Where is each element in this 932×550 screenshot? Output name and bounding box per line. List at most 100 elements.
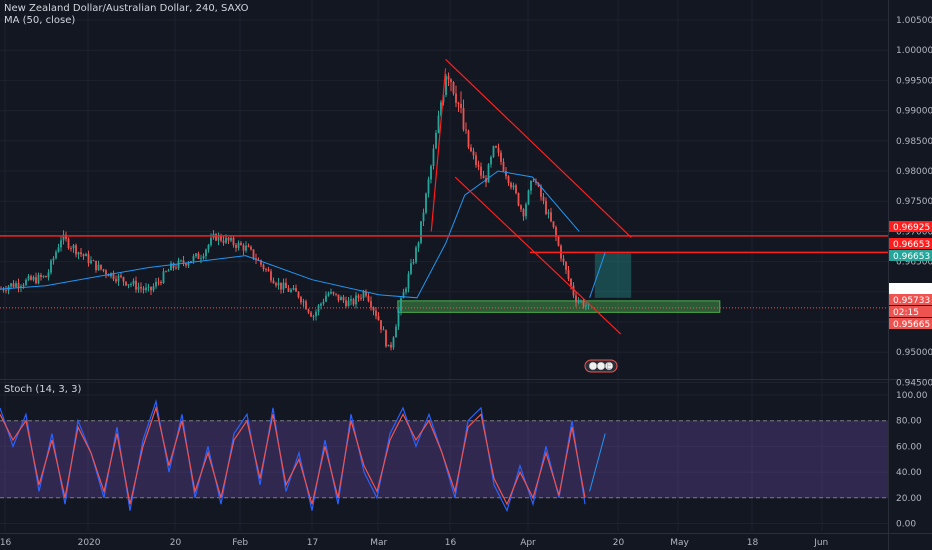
candle-body — [380, 320, 382, 330]
candle-body — [102, 269, 105, 271]
candle-body — [355, 295, 357, 305]
candle-body — [262, 264, 265, 269]
candle-body — [325, 295, 327, 302]
price-tag-label: 0.96653 — [893, 240, 930, 250]
flag-icon — [604, 361, 614, 371]
candle-body — [275, 283, 277, 286]
candle-body — [402, 292, 405, 299]
candle-body — [45, 275, 47, 278]
price-tag — [889, 238, 932, 249]
ma-legend[interactable]: MA (50, close) — [4, 15, 76, 26]
candle-body — [547, 212, 550, 214]
candle-body — [360, 297, 362, 299]
candle-body — [20, 286, 22, 288]
candle-body — [250, 246, 252, 250]
price-tag-label: 0.95665 — [893, 320, 930, 330]
candle-body — [405, 288, 407, 293]
symbol-title[interactable]: New Zealand Dollar/Australian Dollar, 24… — [4, 3, 249, 14]
projection-arrow — [589, 252, 606, 299]
flag-label: E — [606, 362, 612, 372]
candle-body — [310, 312, 312, 317]
candle-body — [580, 300, 582, 302]
candle-body — [12, 283, 15, 287]
candle-body — [482, 175, 485, 179]
candle-body — [532, 180, 535, 182]
candle-body — [72, 245, 75, 249]
candle-body — [197, 253, 200, 260]
candles — [0, 72, 590, 351]
candle-body — [160, 282, 162, 284]
candle-body — [32, 277, 35, 280]
candle-body — [415, 247, 417, 263]
candle-body — [552, 221, 555, 228]
candle-body — [252, 249, 255, 259]
candle-body — [40, 274, 42, 277]
candle-body — [270, 271, 272, 281]
candle-body — [450, 79, 452, 83]
time-tick-label: 2020 — [78, 538, 101, 548]
candle-body — [202, 256, 205, 259]
stoch-projection-arrow — [589, 433, 606, 492]
candle-body — [495, 146, 497, 148]
candle-body — [142, 288, 145, 291]
candle-body — [77, 252, 80, 255]
candle-body — [397, 310, 400, 327]
candle-body — [62, 234, 65, 241]
candle-body — [545, 200, 547, 214]
price-tick-label: 0.94500 — [896, 378, 932, 388]
candle-body — [410, 263, 412, 274]
candle-body — [567, 269, 570, 279]
candle-body — [85, 254, 87, 257]
candle-body — [507, 176, 510, 183]
candle-body — [145, 287, 147, 291]
price-tag — [889, 318, 932, 329]
candle-body — [10, 283, 12, 287]
candle-body — [375, 310, 377, 317]
stoch-tick-label: 40.00 — [896, 468, 922, 478]
candle-body — [80, 252, 82, 255]
candle-body — [232, 237, 235, 245]
candle-body — [60, 240, 62, 248]
support-zone — [397, 300, 721, 313]
candle-body — [390, 344, 392, 348]
candle-body — [330, 291, 332, 294]
candle-body — [345, 300, 347, 307]
candle-body — [497, 147, 500, 153]
candle-body — [445, 76, 447, 95]
candle-body — [565, 261, 567, 270]
candle-body — [152, 286, 155, 291]
stoch-legend[interactable]: Stoch (14, 3, 3) — [4, 384, 82, 395]
candle-body — [540, 186, 542, 197]
candle-body — [437, 115, 440, 133]
candle-body — [172, 263, 175, 268]
candle-body — [312, 316, 315, 318]
candle-body — [292, 287, 295, 290]
candle-body — [555, 227, 557, 237]
price-tick-label: 1.00000 — [896, 46, 932, 56]
candle-body — [377, 316, 380, 321]
candle-body — [130, 284, 132, 285]
price-tag — [889, 294, 932, 305]
candle-body — [37, 274, 40, 284]
candle-body — [527, 190, 530, 205]
candle-body — [22, 285, 25, 287]
candle-body — [117, 275, 120, 282]
flag-icon — [596, 361, 606, 371]
price-tick-label: 0.98000 — [896, 167, 932, 177]
candle-body — [182, 260, 185, 264]
candle-body — [167, 270, 170, 272]
candle-body — [337, 294, 340, 301]
candle-body — [295, 287, 297, 292]
time-tick-label: 20 — [170, 538, 182, 548]
candle-body — [577, 301, 580, 303]
candle-body — [517, 193, 520, 206]
price-tick-label: 0.98500 — [896, 137, 932, 147]
candle-body — [87, 254, 90, 264]
stoch-tick-label: 100.00 — [896, 391, 928, 401]
stoch-d-line — [0, 405, 586, 506]
price-tag-label: 0.96653 — [893, 252, 930, 262]
candle-body — [185, 263, 187, 266]
candle-body — [357, 295, 360, 298]
candle-body — [82, 254, 85, 257]
